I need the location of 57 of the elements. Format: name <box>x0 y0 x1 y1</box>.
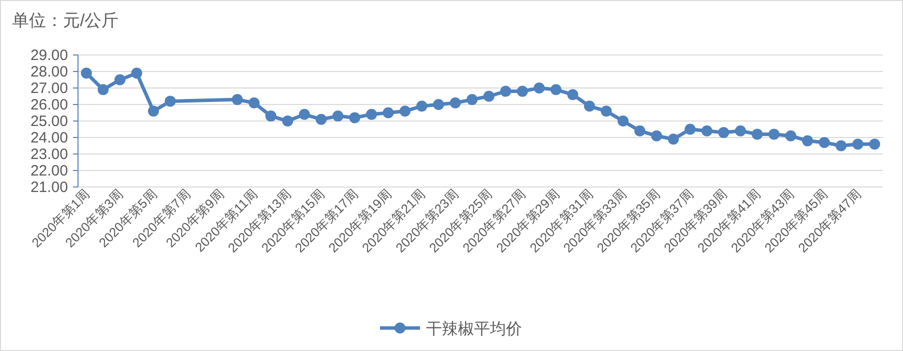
point <box>668 134 679 145</box>
point <box>332 110 344 122</box>
point <box>400 106 411 117</box>
point <box>869 138 880 150</box>
point <box>316 114 327 125</box>
point <box>651 130 662 142</box>
point <box>768 128 780 140</box>
point <box>483 90 494 102</box>
point <box>232 94 243 106</box>
point <box>550 84 562 96</box>
point <box>98 84 109 96</box>
point <box>802 135 814 146</box>
y-tick-label: 23.00 <box>30 146 68 163</box>
legend: 干辣椒平均价 <box>380 321 522 338</box>
point <box>718 127 730 138</box>
y-tick-label: 27.00 <box>30 80 68 97</box>
point <box>131 68 142 79</box>
y-tick-label: 24.00 <box>30 130 68 146</box>
point <box>148 106 159 117</box>
point <box>734 125 746 136</box>
point <box>164 96 176 107</box>
point <box>567 89 578 100</box>
point <box>466 94 478 106</box>
point <box>752 128 763 140</box>
point <box>684 124 696 135</box>
point <box>450 97 461 108</box>
point <box>366 108 377 120</box>
point <box>114 74 126 86</box>
y-tick-label: 28.00 <box>30 64 68 80</box>
point <box>618 116 629 126</box>
y-tick-label: 22.00 <box>30 162 68 180</box>
point <box>433 99 444 110</box>
point <box>500 86 512 97</box>
y-tick-label: 29.00 <box>30 47 68 64</box>
point <box>634 125 646 136</box>
title: 单位：元/公斤 <box>12 11 119 30</box>
point <box>701 125 712 136</box>
point <box>584 100 596 112</box>
point <box>818 136 830 148</box>
point <box>852 138 864 150</box>
point <box>349 112 360 124</box>
point <box>836 140 847 152</box>
point <box>80 68 92 79</box>
legend-label: 干辣椒平均价 <box>426 320 522 338</box>
point <box>282 116 294 126</box>
point <box>298 108 310 120</box>
point <box>600 106 612 117</box>
point <box>416 100 428 112</box>
point <box>785 130 796 142</box>
point <box>265 110 276 122</box>
y-tick-label: 26.00 <box>30 96 68 114</box>
y-tick-label: 25.00 <box>30 113 68 130</box>
point <box>248 97 260 108</box>
point <box>534 82 545 94</box>
point <box>382 107 394 118</box>
y-tick-label: 21.00 <box>30 179 68 196</box>
point <box>516 86 528 97</box>
